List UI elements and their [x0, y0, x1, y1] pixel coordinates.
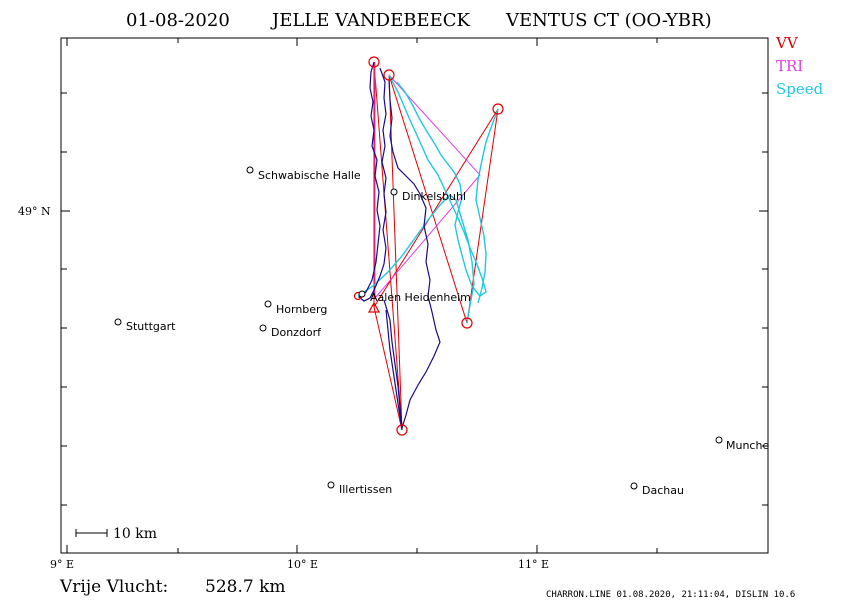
scale-bar: 10 km: [75, 526, 157, 542]
header-pilot: JELLE VANDEBEECK: [270, 10, 471, 31]
city-illertissen: Illertissen: [339, 483, 392, 496]
lon-label-9e: 9° E: [50, 558, 74, 571]
city-marker: [358, 290, 366, 298]
city-stuttgart: Stuttgart: [126, 320, 176, 333]
city-marker: [630, 482, 638, 490]
legend-tri: TRI: [776, 57, 803, 75]
task-vv-lines: [373, 61, 499, 431]
turnpoint-1: [368, 56, 380, 68]
speed-track: [357, 74, 499, 324]
city-schwabische-halle: Schwabische Halle: [258, 169, 361, 182]
footer-info: CHARRON.LINE 01.08.2020, 21:11:04, DISLI…: [546, 590, 795, 600]
lon-label-11e: 11° E: [518, 558, 549, 571]
legend-vv: VV: [775, 34, 799, 52]
city-dinkelsbuhl: Dinkelsbuhl: [402, 190, 466, 203]
city-marker: [246, 166, 254, 174]
scale-bar-label: 10 km: [113, 526, 157, 542]
footer-distance-label: Vrije Vlucht:: [59, 577, 168, 597]
header-date: 01-08-2020: [126, 10, 230, 31]
city-dachau: Dachau: [642, 484, 684, 497]
flight-track: [358, 61, 441, 431]
city-marker: [114, 318, 122, 326]
header-glider: VENTUS CT (OO-YBR): [505, 10, 712, 31]
map-frame: [60, 37, 769, 554]
footer-distance-value: 528.7 km: [205, 577, 286, 597]
city-marker: [390, 188, 398, 196]
turnpoint-2: [383, 69, 395, 81]
city-aalen-heidenheim: Aalen Heidenheim: [370, 291, 471, 304]
turnpoint-4: [461, 317, 473, 329]
city-marker: [259, 324, 267, 332]
lon-label-10e: 10° E: [287, 558, 318, 571]
city-marker: [327, 481, 335, 489]
city-munche: Munche: [726, 439, 769, 452]
turnpoint-3: [492, 103, 504, 115]
turnpoints: [353, 56, 504, 436]
turnpoint-5: [396, 424, 408, 436]
lat-label-49n: 49° N: [18, 205, 51, 218]
city-hornberg: Hornberg: [276, 303, 327, 316]
legend-speed: Speed: [776, 80, 824, 98]
task-tri-lines: [374, 62, 481, 300]
cities: Schwabische Halle Dinkelsbuhl Aalen Heid…: [114, 166, 769, 497]
city-marker: [715, 436, 723, 444]
city-donzdorf: Donzdorf: [271, 326, 322, 339]
city-marker: [264, 300, 272, 308]
map-ticks: [61, 38, 768, 553]
start-triangle-marker: [367, 301, 381, 313]
